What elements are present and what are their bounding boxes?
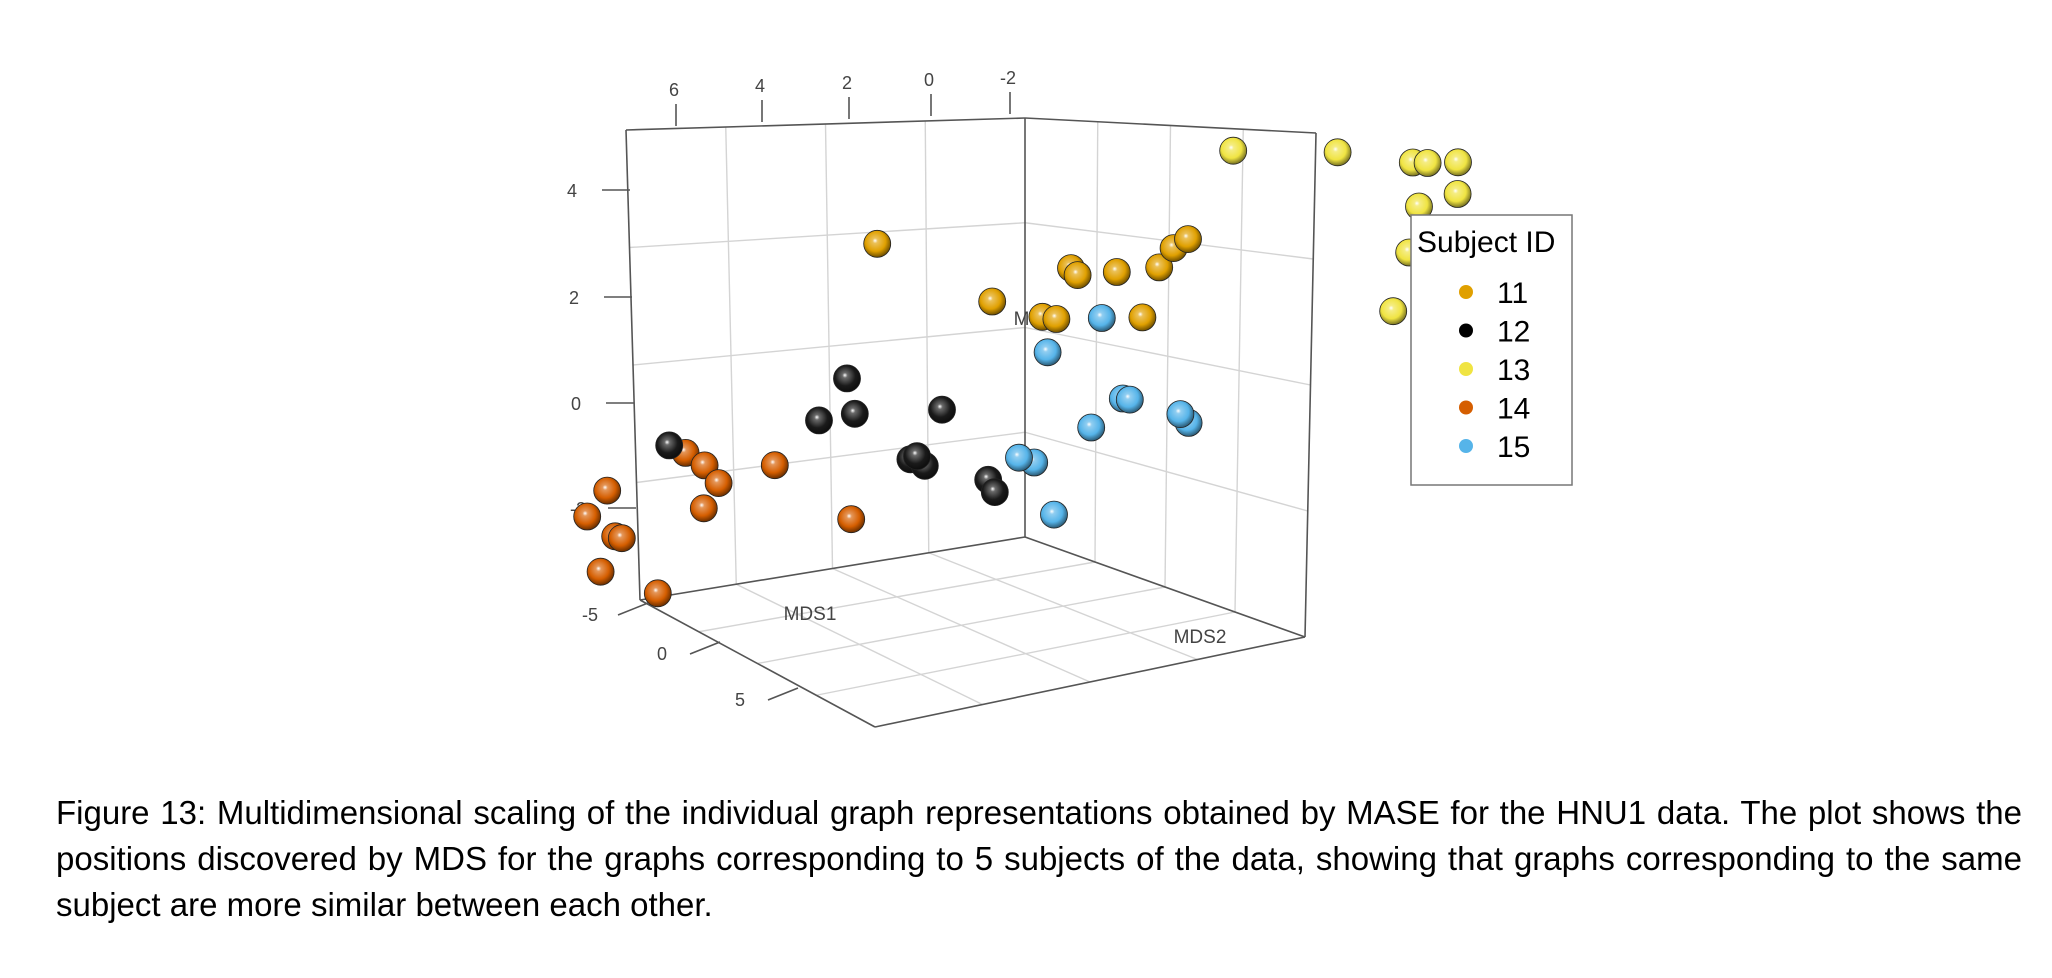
legend-swatch-11 (1459, 285, 1473, 299)
data-point-subject-14 (837, 505, 866, 534)
figure-caption: Figure 13: Multidimensional scaling of t… (56, 794, 2022, 923)
data-point-subject-13 (1219, 136, 1248, 165)
legend-swatch-15 (1459, 439, 1473, 453)
data-point-subject-15 (1033, 338, 1062, 367)
data-points (573, 136, 1472, 608)
tick-label: 4 (567, 181, 577, 201)
data-point-subject-11 (863, 229, 892, 258)
data-point-subject-14 (586, 557, 615, 586)
data-point-subject-14 (607, 524, 636, 553)
data-point-subject-14 (704, 469, 733, 498)
grid-line (632, 326, 1026, 366)
legend-swatch-14 (1459, 400, 1473, 415)
legend-label-13: 13 (1497, 354, 1530, 387)
data-point-subject-15 (1087, 304, 1116, 332)
data-point-subject-15 (1040, 500, 1068, 529)
legend: Subject ID 11 12 13 14 15 (1410, 214, 1573, 486)
legend-title: Subject ID (1417, 226, 1555, 259)
box-edge (625, 117, 1026, 131)
data-point-subject-15 (1077, 413, 1106, 442)
axis-label-y: MDS2 (1174, 627, 1227, 648)
data-point-subject-12 (903, 442, 931, 471)
legend-label-15: 15 (1497, 431, 1530, 464)
axis-label-x: MDS1 (784, 604, 837, 625)
grid-line (1024, 431, 1308, 512)
data-point-subject-11 (1063, 261, 1092, 290)
data-point-subject-11 (1102, 258, 1131, 286)
data-point-subject-14 (643, 579, 672, 608)
grid-line (1234, 129, 1244, 613)
data-point-subject-12 (980, 478, 1009, 507)
tick-label: 0 (657, 644, 667, 664)
box-edge (625, 129, 641, 601)
box-edge (874, 636, 1306, 728)
data-point-subject-13 (1413, 149, 1442, 177)
tick-label: -2 (1000, 68, 1016, 88)
data-point-subject-12 (928, 395, 956, 424)
legend-box (1410, 214, 1573, 486)
data-point-subject-15 (1115, 385, 1144, 414)
tick-label: 4 (755, 76, 765, 96)
grid-line (1024, 326, 1311, 386)
box-edge (1024, 536, 1306, 638)
legend-label-11: 11 (1497, 277, 1528, 310)
tick-mark (767, 687, 799, 701)
tick-label: 6 (669, 80, 679, 100)
data-point-subject-12 (833, 364, 861, 393)
legend-label-12: 12 (1497, 316, 1530, 349)
data-point-subject-11 (1145, 253, 1174, 282)
data-point-subject-12 (655, 431, 684, 460)
grid-line (816, 611, 1236, 696)
box-edge (1304, 132, 1317, 638)
tick-mark (617, 602, 649, 616)
data-point-subject-15 (1166, 400, 1195, 429)
data-point-subject-15 (1005, 443, 1033, 472)
data-point-subject-14 (573, 502, 602, 531)
box-edge (639, 599, 876, 728)
data-point-subject-13 (1444, 148, 1472, 177)
grid-line (757, 586, 1166, 665)
data-point-subject-11 (1042, 305, 1071, 333)
tick-label: 0 (924, 70, 934, 90)
data-point-subject-12 (840, 399, 869, 428)
box-edge (639, 536, 1026, 601)
data-point-subject-14 (689, 494, 718, 523)
grid-line (924, 120, 930, 553)
data-point-subject-14 (760, 451, 789, 480)
tick-mark (689, 641, 721, 655)
data-point-subject-12 (805, 406, 833, 435)
data-point-subject-13 (1379, 297, 1408, 326)
tick-label: -5 (582, 605, 598, 625)
grid-line (928, 552, 1198, 661)
data-point-subject-13 (1323, 138, 1352, 167)
tick-label: 2 (842, 73, 852, 93)
legend-swatch-13 (1459, 362, 1473, 376)
data-point-subject-14 (593, 476, 622, 505)
data-point-subject-11 (978, 287, 1007, 316)
data-point-subject-11 (1128, 303, 1157, 332)
data-point-subject-13 (1443, 180, 1472, 208)
tick-label: 5 (735, 690, 745, 710)
tick-label: 0 (571, 394, 581, 414)
legend-swatch-12 (1459, 323, 1473, 338)
legend-label-14: 14 (1497, 393, 1530, 426)
box-edge (1024, 117, 1317, 134)
tick-label: 2 (569, 288, 579, 308)
data-point-subject-11 (1174, 225, 1202, 254)
